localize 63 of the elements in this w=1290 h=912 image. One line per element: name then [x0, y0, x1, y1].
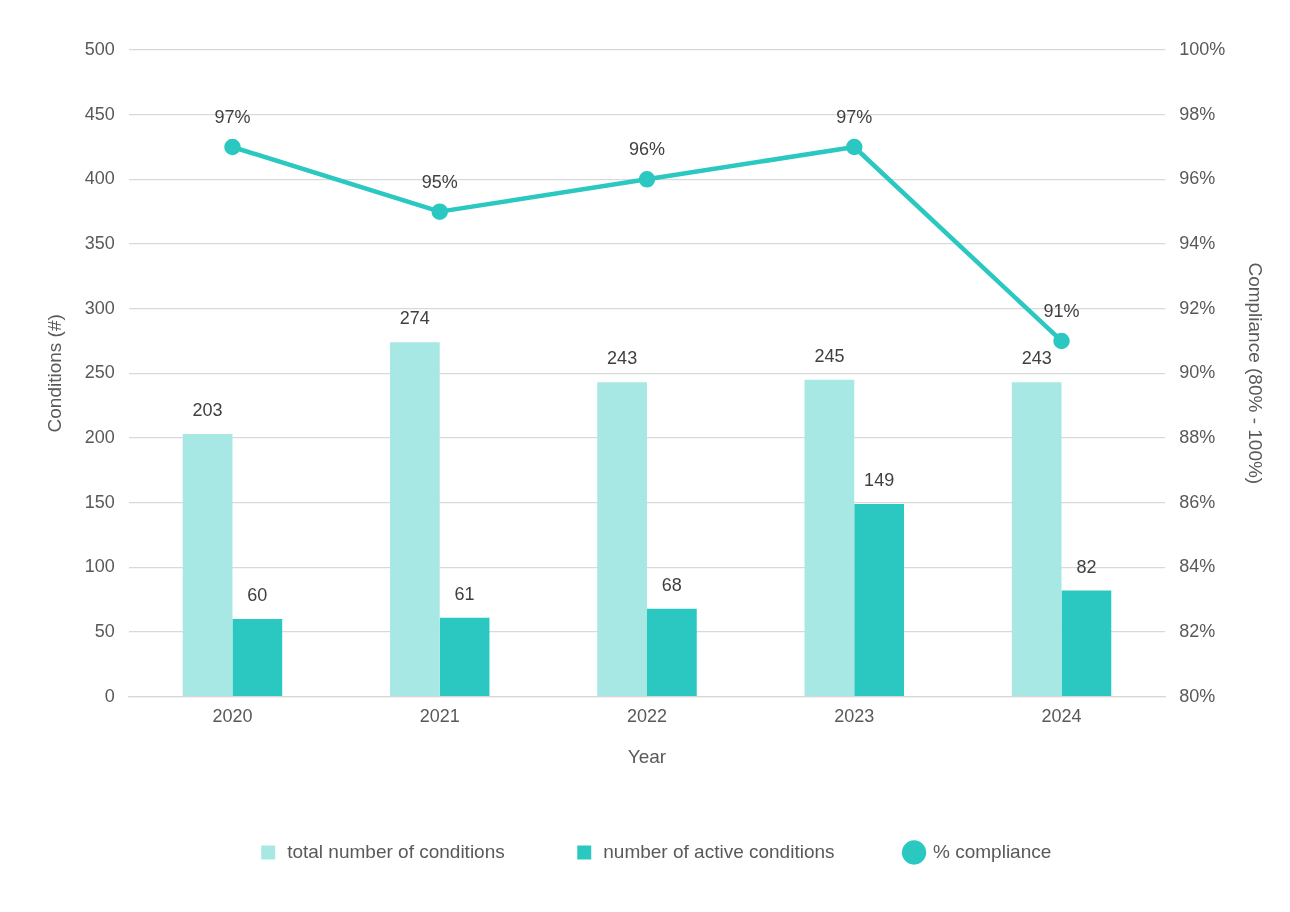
x-tick-label: 2023 — [834, 706, 875, 727]
data-label: 203 — [192, 400, 223, 421]
bar — [1061, 590, 1112, 696]
bar — [804, 379, 855, 696]
data-label: 91% — [1043, 300, 1080, 321]
y2-tick-label: 100% — [1179, 38, 1226, 59]
data-label: 149 — [864, 469, 895, 490]
y-tick-label: 400 — [84, 168, 115, 189]
bar — [182, 434, 233, 696]
y2-tick-label: 82% — [1179, 620, 1216, 641]
bar — [439, 617, 490, 696]
x-tick-label: 2021 — [419, 706, 460, 727]
x-tick-label: 2020 — [212, 706, 253, 727]
data-label: 97% — [836, 106, 873, 127]
y-tick-label: 450 — [84, 103, 115, 124]
y-tick-label: 350 — [84, 232, 115, 253]
y2-tick-label: 98% — [1179, 103, 1216, 124]
y-tick-label: 0 — [104, 685, 115, 706]
data-label: 96% — [628, 139, 666, 160]
y2-tick-label: 92% — [1179, 297, 1216, 318]
y-tick-label: 200 — [84, 426, 115, 447]
data-label: 60 — [247, 584, 268, 605]
y2-tick-label: 86% — [1179, 491, 1216, 512]
y-tick-label: 250 — [84, 362, 115, 383]
x-tick-label: 2024 — [1041, 706, 1082, 727]
legend-label: number of active conditions — [603, 840, 835, 862]
data-label: 68 — [661, 574, 682, 595]
y-tick-label: 100 — [84, 556, 115, 577]
y2-tick-label: 84% — [1179, 556, 1216, 577]
point — [638, 171, 656, 188]
point — [431, 203, 448, 220]
bar — [647, 608, 697, 696]
y-tick-label: 300 — [84, 297, 115, 318]
point — [846, 138, 863, 156]
y2-tick-label: 96% — [1179, 168, 1216, 189]
point — [224, 138, 241, 156]
bar — [389, 342, 440, 696]
y2-axis-title: Compliance (80% - 100%) — [1245, 262, 1267, 485]
y2-tick-label: 88% — [1179, 426, 1216, 447]
x-tick-label: 2022 — [626, 706, 668, 727]
y-tick-label: 50 — [94, 620, 115, 641]
bar — [1011, 382, 1062, 696]
point — [1053, 332, 1070, 350]
data-label: 97% — [214, 106, 251, 127]
data-label: 243 — [607, 348, 638, 369]
y2-tick-label: 90% — [1179, 362, 1216, 383]
legend-label: % compliance — [933, 840, 1052, 862]
data-label: 274 — [399, 308, 430, 329]
y-tick-label: 500 — [84, 38, 115, 59]
legend-label: total number of conditions — [287, 840, 505, 862]
x-axis-title: Year — [627, 745, 667, 767]
bar — [854, 503, 905, 696]
data-label: 245 — [814, 345, 845, 366]
y2-tick-label: 80% — [1179, 685, 1216, 706]
y2-tick-label: 94% — [1179, 232, 1216, 253]
data-label: 243 — [1021, 348, 1052, 369]
y-tick-label: 150 — [84, 491, 115, 512]
bar — [232, 619, 283, 696]
data-label: 82 — [1076, 556, 1097, 577]
data-label: 95% — [421, 171, 458, 192]
data-label: 61 — [454, 583, 475, 604]
y-axis-title: Conditions (#) — [43, 314, 65, 433]
bar — [597, 382, 647, 696]
